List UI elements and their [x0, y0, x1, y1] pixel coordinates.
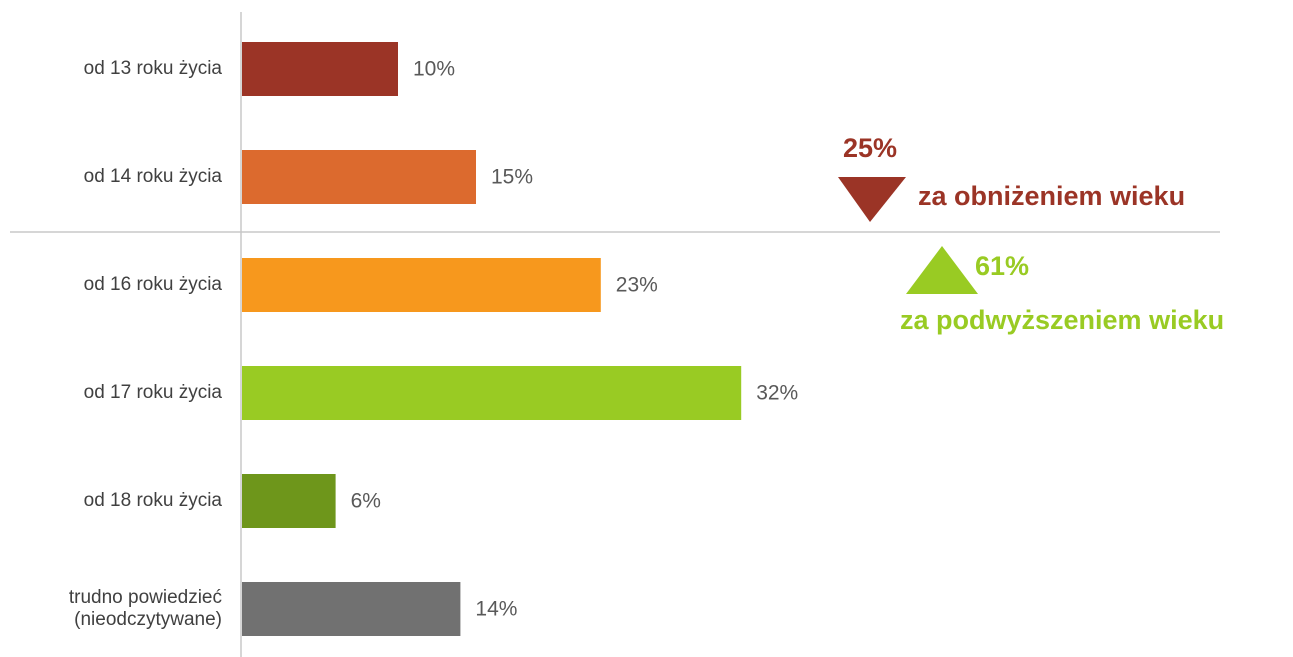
bar: [242, 366, 742, 420]
bar: [242, 474, 336, 528]
value-label: 6%: [351, 490, 381, 513]
bar: [242, 150, 476, 204]
value-label: 23%: [616, 274, 658, 297]
category-label: trudno powiedzieć (nieodczytywane): [69, 587, 222, 630]
value-label: 32%: [756, 382, 798, 405]
category-label: od 14 roku życia: [84, 166, 223, 187]
value-label: 14%: [475, 598, 517, 621]
value-label: 10%: [413, 58, 455, 81]
bar: [242, 582, 461, 636]
annotation-text: za obniżeniem wieku: [918, 181, 1185, 211]
annotation-arrow: [906, 246, 978, 294]
value-label: 15%: [491, 166, 533, 189]
category-label: od 18 roku życia: [84, 490, 223, 511]
category-label: od 16 roku życia: [84, 274, 223, 295]
bar: [242, 42, 398, 96]
category-label: od 17 roku życia: [84, 382, 223, 403]
annotation-value: 61%: [975, 251, 1029, 281]
annotation-value: 25%: [843, 133, 897, 163]
bar: [242, 258, 601, 312]
annotation-arrow: [838, 177, 906, 222]
category-label: od 13 roku życia: [84, 58, 223, 79]
annotation-text: za podwyższeniem wieku: [900, 305, 1224, 335]
